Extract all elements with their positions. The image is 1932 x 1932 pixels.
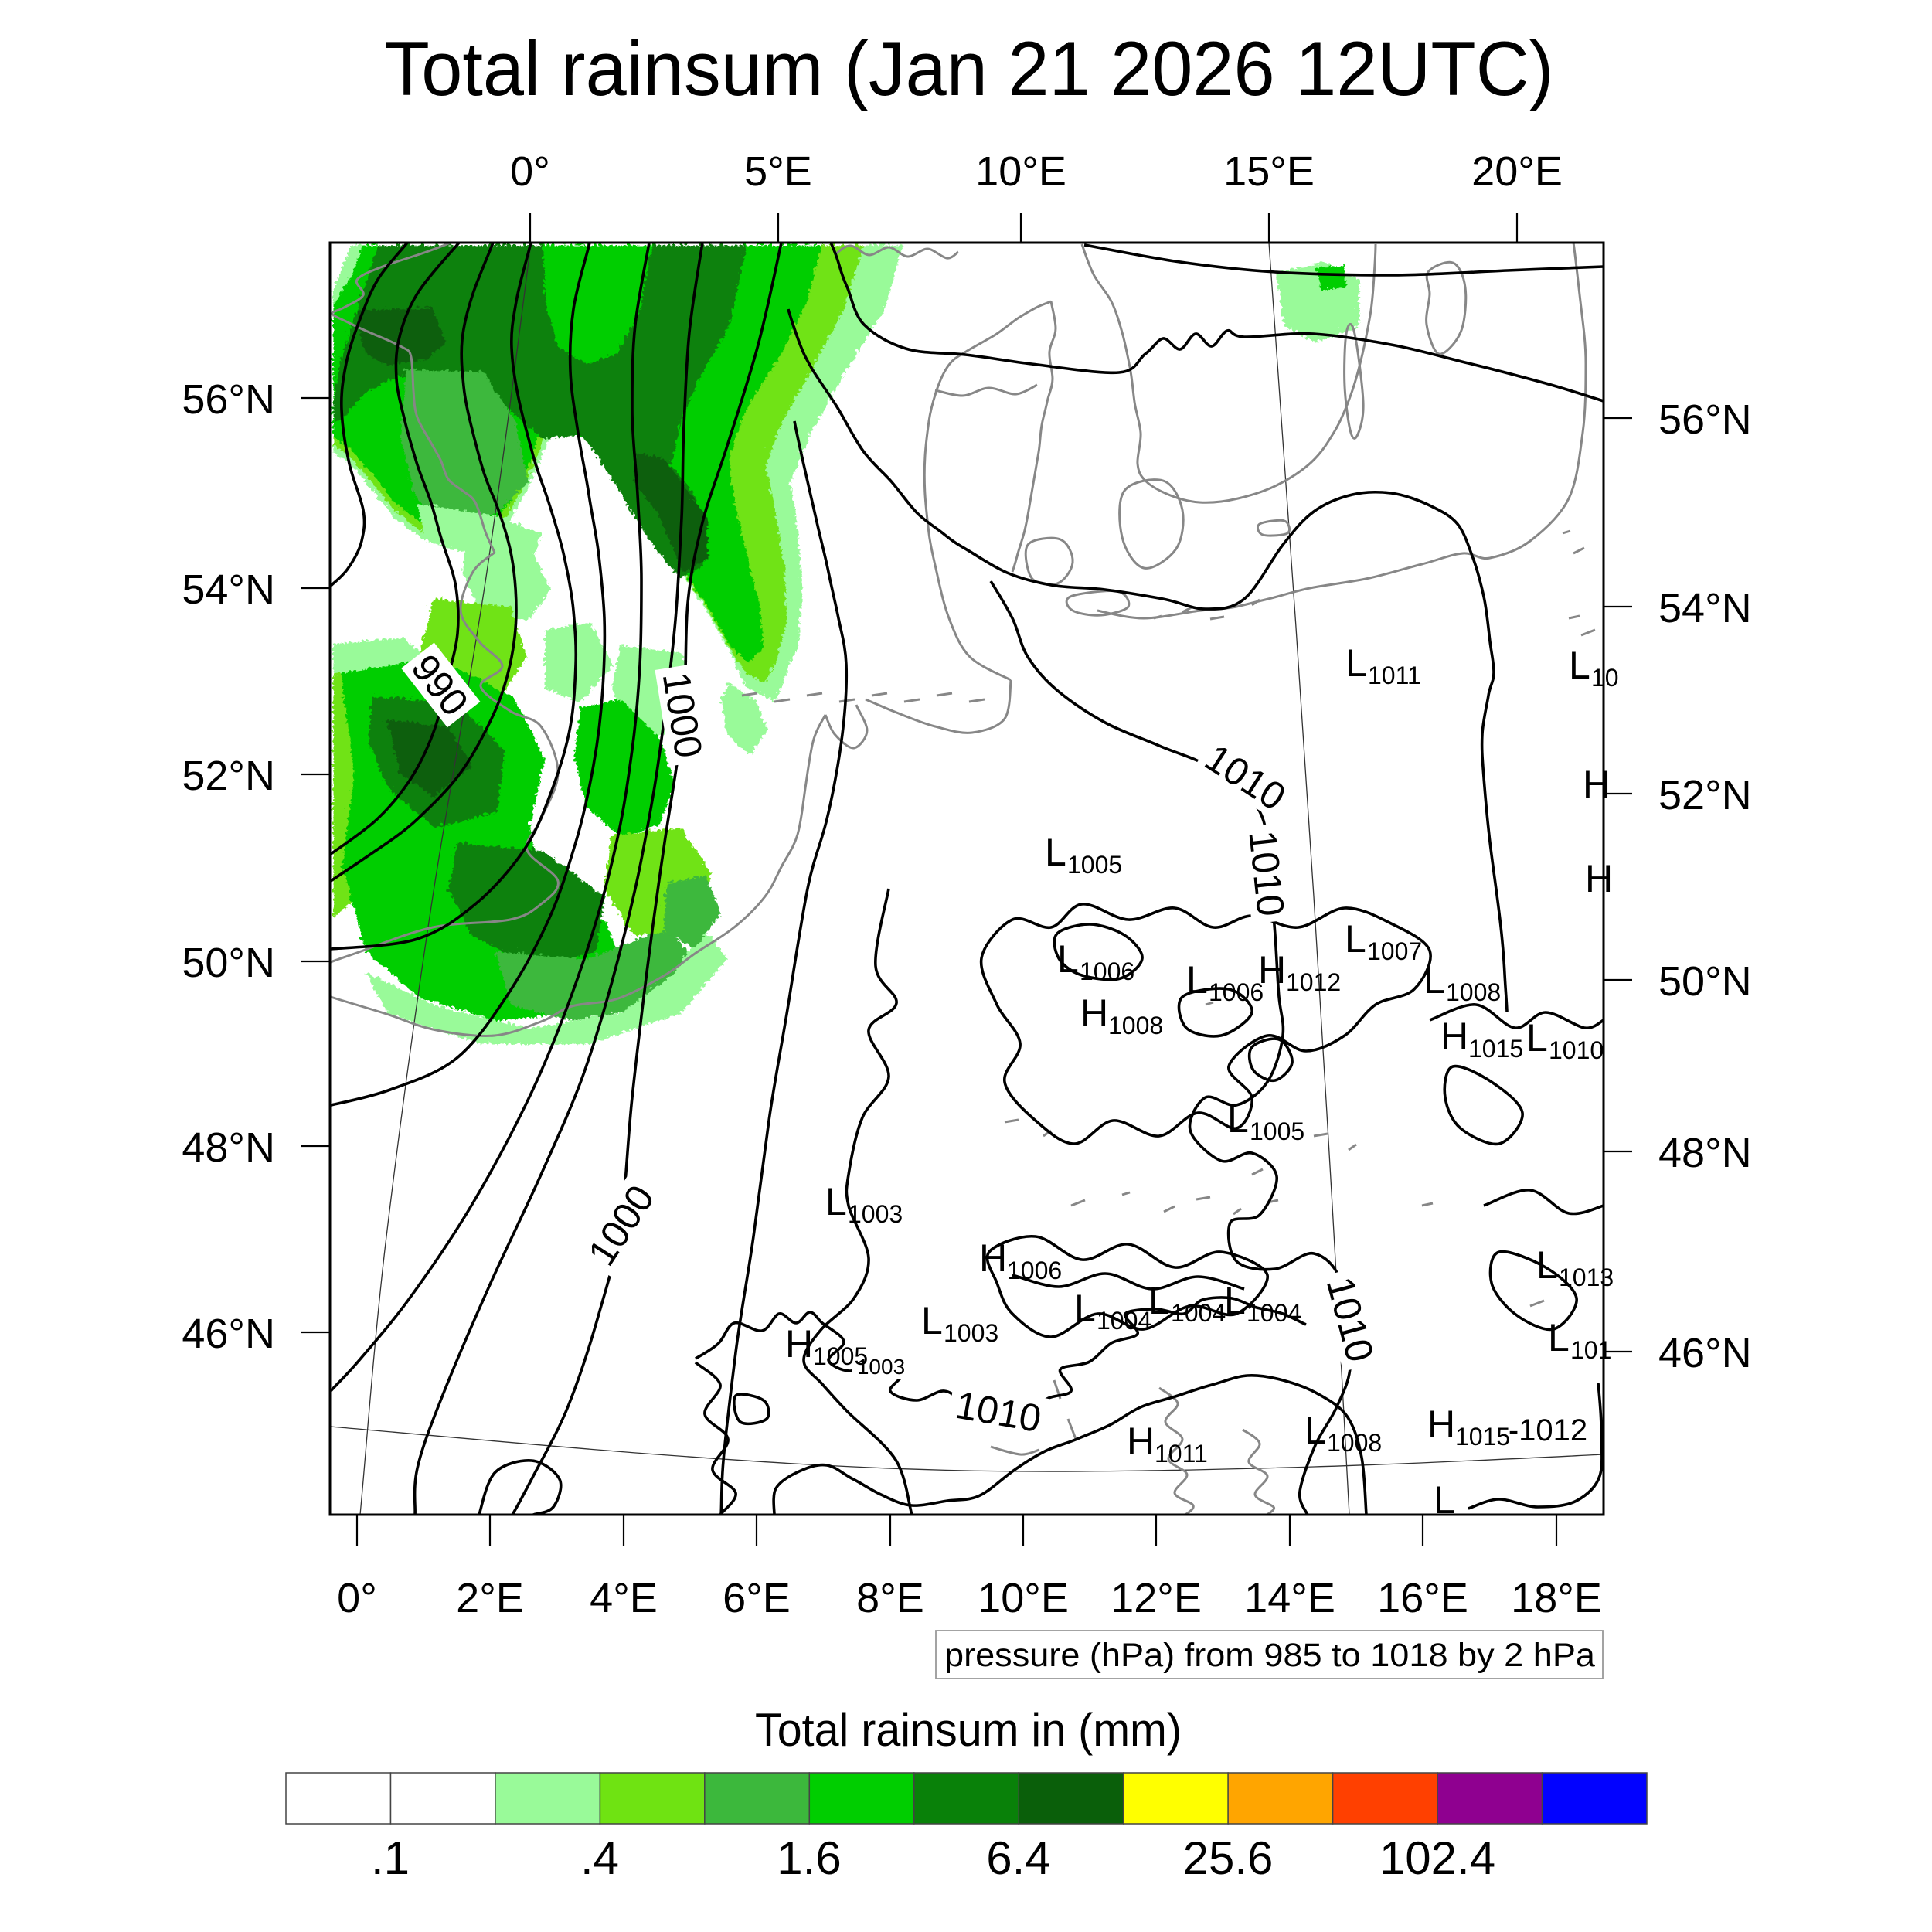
svg-text:1008: 1008 [1327, 1429, 1382, 1457]
svg-text:1015: 1015 [1455, 1423, 1510, 1451]
svg-text:46°N: 46°N [182, 1311, 275, 1357]
svg-text:52°N: 52°N [182, 753, 275, 799]
svg-text:0°: 0° [337, 1575, 377, 1621]
svg-text:H: H [979, 1236, 1007, 1280]
svg-text:46°N: 46°N [1658, 1330, 1752, 1376]
svg-text:101: 101 [1570, 1336, 1611, 1364]
svg-text:20°E: 20°E [1471, 148, 1563, 195]
svg-text:Total rainsum (Jan 21 2026 12U: Total rainsum (Jan 21 2026 12UTC) [385, 26, 1554, 111]
svg-text:15°E: 15°E [1223, 148, 1315, 195]
svg-text:1012: 1012 [1286, 968, 1341, 996]
svg-text:0°: 0° [510, 148, 550, 195]
svg-text:8°E: 8°E [856, 1575, 924, 1621]
svg-text:25.6: 25.6 [1183, 1832, 1274, 1884]
svg-text:5°E: 5°E [744, 148, 812, 195]
svg-text:-1012: -1012 [1509, 1413, 1587, 1447]
svg-text:1.6: 1.6 [777, 1832, 841, 1884]
svg-text:1003: 1003 [848, 1200, 903, 1228]
svg-text:4°E: 4°E [590, 1575, 658, 1621]
svg-text:1010: 1010 [1240, 828, 1292, 918]
svg-text:L: L [1569, 644, 1590, 687]
svg-text:H: H [1583, 763, 1611, 806]
svg-text:L: L [1186, 958, 1208, 1002]
svg-text:1004: 1004 [1171, 1299, 1226, 1327]
svg-text:1005: 1005 [1250, 1117, 1304, 1145]
svg-text:54°N: 54°N [182, 566, 275, 613]
svg-text:6.4: 6.4 [986, 1832, 1050, 1884]
svg-text:L: L [1345, 641, 1367, 685]
svg-text:L: L [1224, 1279, 1246, 1322]
svg-text:L: L [1423, 958, 1445, 1002]
svg-text:10°E: 10°E [975, 148, 1066, 195]
svg-text:1008: 1008 [1108, 1012, 1163, 1039]
svg-text:L: L [1227, 1097, 1249, 1141]
svg-text:H: H [1585, 857, 1613, 900]
svg-text:L: L [1345, 917, 1366, 961]
svg-text:1004: 1004 [1247, 1299, 1301, 1327]
svg-text:48°N: 48°N [1658, 1130, 1752, 1176]
svg-text:L: L [921, 1299, 943, 1342]
svg-text:H: H [785, 1322, 813, 1366]
svg-text:10: 10 [1591, 664, 1619, 692]
svg-text:10°E: 10°E [978, 1575, 1069, 1621]
svg-text:16°E: 16°E [1377, 1575, 1468, 1621]
svg-text:1003: 1003 [857, 1355, 905, 1379]
svg-text:1006: 1006 [1080, 957, 1134, 985]
svg-text:1004: 1004 [1097, 1307, 1151, 1335]
svg-text:1005: 1005 [813, 1342, 868, 1370]
svg-text:L: L [825, 1180, 847, 1223]
svg-text:L: L [1536, 1243, 1558, 1287]
svg-text:1006: 1006 [1209, 978, 1264, 1006]
svg-text:H: H [1127, 1420, 1155, 1463]
svg-text:L: L [1304, 1409, 1326, 1452]
svg-text:1010: 1010 [1549, 1036, 1604, 1064]
svg-text:H: H [1080, 992, 1108, 1035]
svg-text:H: H [1427, 1403, 1455, 1446]
svg-text:52°N: 52°N [1658, 772, 1752, 818]
svg-text:2°E: 2°E [456, 1575, 524, 1621]
svg-text:.1: .1 [371, 1832, 410, 1884]
svg-text:.4: .4 [580, 1832, 619, 1884]
svg-text:L: L [1045, 831, 1066, 874]
svg-text:L: L [1148, 1279, 1170, 1322]
svg-text:L: L [1057, 937, 1079, 981]
svg-text:H: H [1258, 948, 1286, 992]
svg-text:Total rainsum in (mm): Total rainsum in (mm) [755, 1704, 1182, 1756]
svg-text:56°N: 56°N [182, 376, 275, 423]
svg-text:54°N: 54°N [1658, 585, 1752, 631]
svg-text:H: H [1440, 1015, 1468, 1058]
svg-text:18°E: 18°E [1511, 1575, 1602, 1621]
svg-text:102.4: 102.4 [1379, 1832, 1495, 1884]
svg-text:L: L [1548, 1316, 1570, 1359]
svg-text:14°E: 14°E [1244, 1575, 1335, 1621]
svg-text:1007: 1007 [1367, 937, 1422, 965]
svg-text:1008: 1008 [1446, 978, 1501, 1006]
svg-text:1015: 1015 [1468, 1035, 1523, 1063]
svg-text:50°N: 50°N [182, 940, 275, 986]
svg-text:1005: 1005 [1067, 851, 1122, 879]
svg-text:L: L [1074, 1287, 1096, 1330]
svg-text:1013: 1013 [1559, 1264, 1614, 1291]
svg-text:6°E: 6°E [723, 1575, 791, 1621]
svg-text:1011: 1011 [1368, 662, 1421, 689]
svg-text:1006: 1006 [1007, 1257, 1062, 1284]
svg-text:48°N: 48°N [182, 1124, 275, 1171]
svg-text:50°N: 50°N [1658, 958, 1752, 1005]
svg-text:1011: 1011 [1155, 1440, 1208, 1468]
svg-text:pressure (hPa) from 985 to 101: pressure (hPa) from 985 to 1018 by 2 hPa [944, 1637, 1595, 1674]
svg-text:56°N: 56°N [1658, 396, 1752, 443]
svg-text:L: L [1526, 1016, 1548, 1060]
svg-text:12°E: 12°E [1111, 1575, 1202, 1621]
svg-text:1003: 1003 [944, 1319, 998, 1347]
